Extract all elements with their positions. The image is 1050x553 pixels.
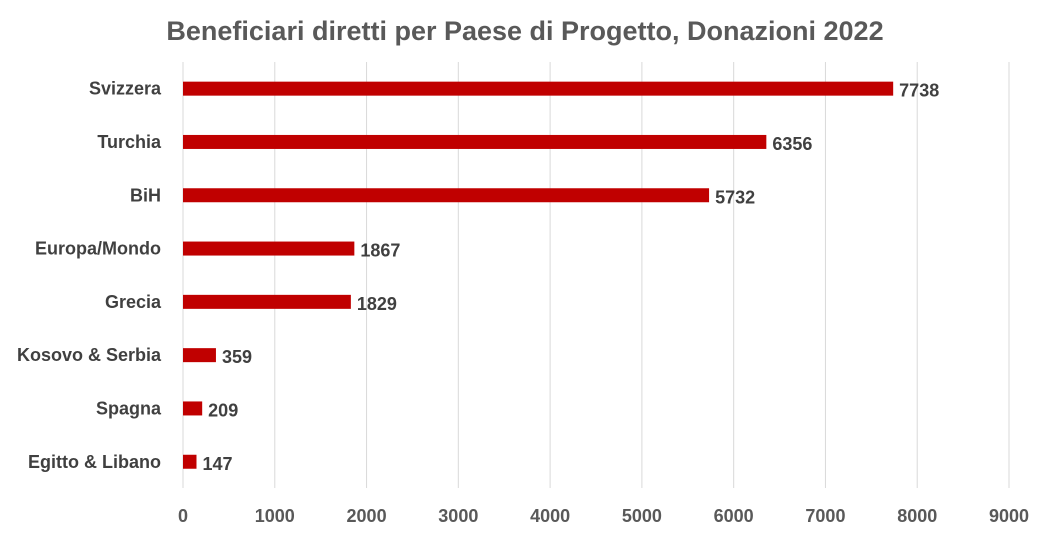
- x-tick-label: 8000: [897, 506, 937, 526]
- x-tick-label: 1000: [255, 506, 295, 526]
- x-tick-label: 9000: [989, 506, 1029, 526]
- x-tick-label: 2000: [347, 506, 387, 526]
- gridlines: [182, 62, 1010, 488]
- data-label: 7738: [899, 81, 939, 101]
- x-tick-labels: 0 1000 2000 3000 4000 5000 6000 7000 8000 9000: [178, 506, 1029, 526]
- bar: [183, 134, 767, 149]
- data-label: 1829: [357, 294, 397, 314]
- bar: [183, 294, 351, 309]
- x-tick-label: 7000: [805, 506, 845, 526]
- data-label: 1867: [360, 241, 400, 261]
- bar: [183, 348, 216, 363]
- x-tick-label: 4000: [530, 506, 570, 526]
- bar: [183, 81, 894, 96]
- data-label: 209: [208, 400, 238, 420]
- data-label: 6356: [772, 134, 812, 154]
- x-tick-label: 3000: [438, 506, 478, 526]
- x-tick-label: 0: [178, 506, 188, 526]
- bar: [183, 401, 203, 416]
- data-label: 5732: [715, 187, 755, 207]
- x-tick-label: 6000: [714, 506, 754, 526]
- chart-title: Beneficiari diretti per Paese di Progett…: [166, 16, 883, 46]
- bars: [183, 81, 894, 469]
- category-label: Egitto & Libano: [28, 452, 161, 472]
- x-tick-label: 5000: [622, 506, 662, 526]
- category-label: Svizzera: [89, 79, 162, 99]
- data-label: 147: [202, 454, 232, 474]
- category-labels: Svizzera Turchia BiH Europa/Mondo Grecia Koso…: [17, 79, 162, 472]
- category-label: Turchia: [97, 132, 162, 152]
- category-label: Spagna: [96, 398, 162, 418]
- bar: [183, 188, 710, 203]
- bar: [183, 454, 197, 469]
- data-label: 359: [222, 347, 252, 367]
- bar: [183, 241, 355, 256]
- category-label: BiH: [130, 185, 161, 205]
- data-labels: 7738 6356 5732 1867 1829 359 209 147: [202, 81, 939, 474]
- category-label: Grecia: [105, 292, 162, 312]
- category-label: Europa/Mondo: [35, 239, 161, 259]
- category-label: Kosovo & Serbia: [17, 345, 162, 365]
